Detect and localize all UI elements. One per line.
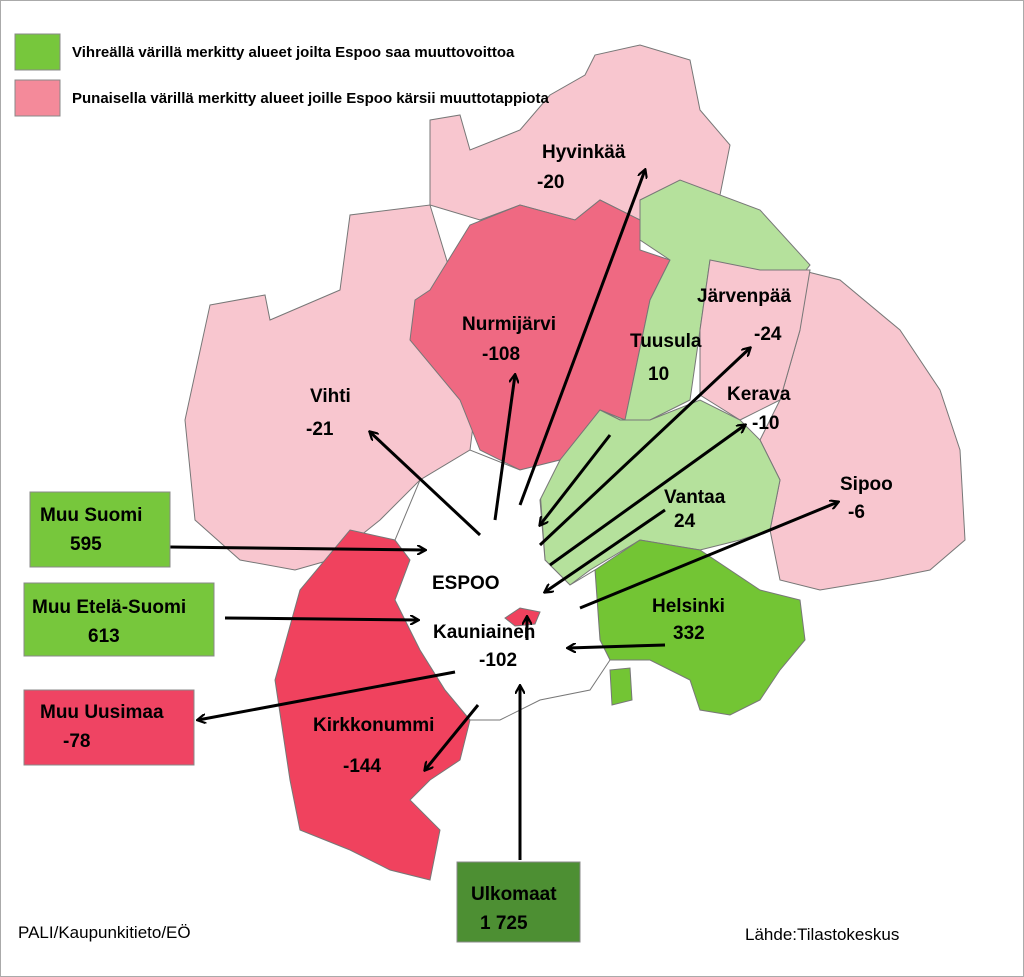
legend-label: Vihreällä värillä merkitty alueet joilta… — [72, 44, 515, 61]
region-value: 10 — [648, 364, 669, 385]
arrows — [169, 170, 838, 860]
box-name: Muu Uusimaa — [40, 702, 164, 723]
region-name: Tuusula — [630, 331, 702, 352]
box — [23, 582, 215, 657]
source: Lähde:Tilastokeskus — [745, 925, 899, 944]
region-name: Vantaa — [664, 487, 726, 508]
region-jarvenpaa — [699, 259, 811, 421]
region-value: -24 — [754, 324, 782, 345]
region-name: Helsinki — [652, 596, 725, 617]
region-value: -144 — [343, 756, 381, 777]
region-value: -102 — [479, 650, 517, 671]
region-tuusula — [599, 179, 811, 421]
region-value: -108 — [482, 344, 520, 365]
box-value: 1 725 — [480, 913, 528, 934]
box-value: 613 — [88, 626, 120, 647]
region-name: Nurmijärvi — [462, 314, 556, 335]
region-value: -20 — [537, 172, 564, 193]
box-value: -78 — [63, 731, 90, 752]
legend-swatch — [14, 33, 61, 71]
box — [456, 861, 581, 943]
region-helsinki-islands — [609, 667, 633, 706]
box-value: 595 — [70, 534, 102, 555]
box-name: Muu Suomi — [40, 505, 142, 526]
region-name: Järvenpää — [697, 286, 791, 307]
legend-label: Punaisella värillä merkitty alueet joill… — [72, 90, 549, 107]
region-name: Vihti — [310, 386, 351, 407]
box — [23, 689, 195, 766]
legend-swatch — [14, 79, 61, 117]
region-sipoo — [759, 269, 966, 591]
region-value: 332 — [673, 623, 705, 644]
region-helsinki — [594, 539, 806, 716]
box-name: Muu Etelä-Suomi — [32, 597, 186, 618]
box — [29, 491, 171, 568]
region-labels: Hyvinkää -20 Nurmijärvi -108 Vihti -21 T… — [306, 142, 893, 777]
credit: PALI/Kaupunkitieto/EÖ — [18, 923, 191, 942]
region-name: Kerava — [727, 384, 791, 405]
region-value: -6 — [848, 502, 865, 523]
center-label: ESPOO — [432, 573, 500, 594]
region-name: Sipoo — [840, 474, 893, 495]
box-name: Ulkomaat — [471, 884, 557, 905]
region-name: Kirkkonummi — [313, 715, 434, 736]
region-value: -10 — [752, 413, 779, 434]
region-name: Kauniainen — [433, 622, 535, 643]
region-name: Hyvinkää — [542, 142, 626, 163]
region-value: 24 — [674, 511, 696, 532]
region-espoo — [394, 449, 611, 721]
region-value: -21 — [306, 419, 334, 440]
